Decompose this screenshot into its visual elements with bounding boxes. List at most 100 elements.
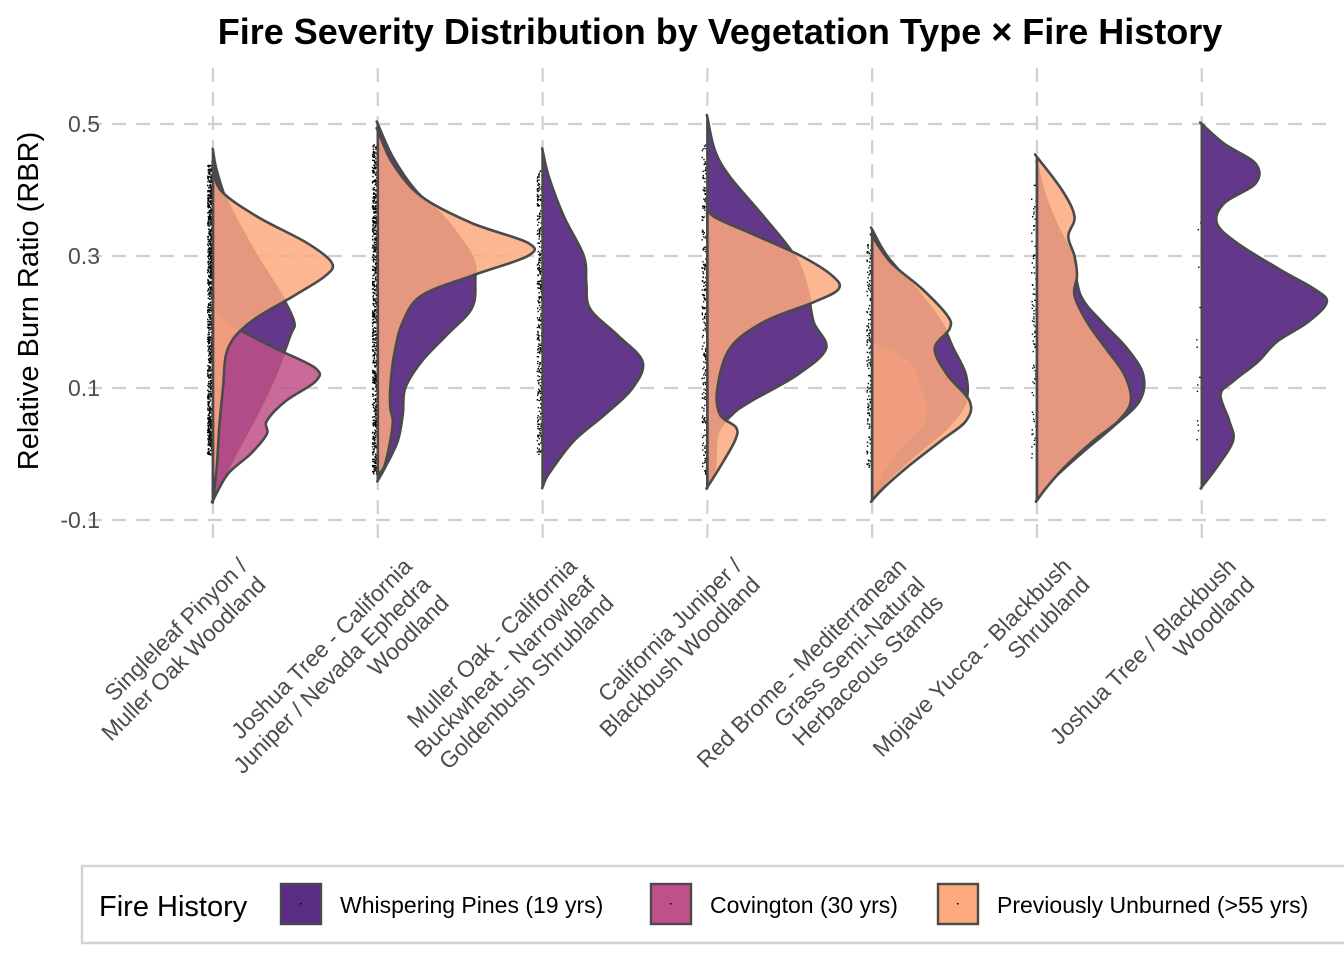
raw-point: [210, 339, 212, 341]
raw-point: [209, 384, 212, 386]
raw-point: [208, 340, 211, 343]
raw-point: [536, 417, 539, 419]
raw-point: [374, 459, 377, 462]
raw-point: [539, 308, 541, 311]
raw-point: [374, 382, 376, 385]
raw-point: [209, 272, 211, 274]
raw-point: [373, 410, 375, 412]
raw-point: [373, 473, 375, 475]
raw-point: [373, 326, 376, 329]
raw-point: [374, 262, 377, 265]
raw-point: [703, 205, 705, 207]
raw-point: [373, 421, 375, 424]
raw-point: [207, 434, 209, 437]
raw-point: [210, 250, 212, 253]
raw-point: [537, 175, 539, 178]
raw-point: [373, 320, 375, 323]
raw-point: [536, 195, 539, 197]
raw-point: [538, 334, 540, 337]
raw-point: [866, 259, 868, 262]
raw-point: [373, 283, 375, 285]
raw-point: [210, 447, 213, 449]
raw-point: [375, 364, 377, 367]
raw-point: [538, 246, 541, 248]
raw-point: [869, 391, 871, 393]
raw-point: [372, 314, 374, 316]
raw-point: [372, 153, 374, 156]
raw-point: [207, 418, 209, 420]
raw-point: [702, 216, 704, 219]
raw-point: [208, 365, 210, 367]
raw-point: [372, 470, 374, 473]
raw-point: [372, 424, 374, 426]
raw-point: [869, 329, 871, 331]
raw-point: [373, 289, 376, 291]
raw-point: [374, 435, 377, 437]
raw-point: [209, 411, 212, 414]
raw-point: [704, 362, 707, 364]
raw-point: [704, 190, 706, 192]
raw-point: [207, 203, 209, 205]
raw-point: [208, 247, 210, 250]
raw-point: [372, 359, 375, 362]
raw-point: [866, 398, 869, 401]
raw-point: [210, 344, 213, 346]
raw-point: [207, 409, 209, 411]
raw-point: [208, 284, 210, 287]
raw-point: [703, 190, 705, 192]
raw-point: [210, 449, 213, 452]
raw-point: [375, 211, 377, 214]
raw-point: [372, 227, 374, 229]
raw-point: [207, 198, 210, 201]
raw-point: [868, 261, 871, 263]
raw-point: [375, 285, 377, 287]
raw-point: [208, 345, 211, 348]
raw-point: [374, 339, 377, 341]
raw-point: [374, 312, 376, 315]
y-tick-label: 0.3: [68, 243, 100, 269]
raw-point: [372, 148, 375, 150]
raw-point: [537, 345, 539, 347]
raw-point: [868, 436, 870, 438]
raw-point: [540, 227, 542, 229]
raw-point: [704, 315, 706, 318]
raw-point: [207, 318, 209, 321]
raw-point: [866, 294, 869, 297]
raw-point: [868, 304, 871, 307]
raw-point: [374, 353, 376, 356]
raw-point: [701, 420, 704, 423]
raw-point: [210, 442, 212, 444]
raw-point: [866, 252, 869, 254]
raw-point: [372, 239, 374, 241]
raw-point: [371, 325, 374, 327]
raw-point: [704, 327, 706, 330]
raw-point: [207, 205, 209, 207]
raw-point: [210, 264, 213, 266]
raw-point: [210, 229, 212, 231]
raw-point: [539, 403, 542, 405]
raw-point: [537, 203, 540, 206]
raw-point: [704, 429, 706, 431]
raw-point: [702, 174, 705, 177]
raw-point: [209, 233, 212, 235]
raw-point: [539, 270, 542, 273]
raw-point: [703, 342, 705, 344]
raw-point: [210, 251, 212, 254]
raw-point: [208, 286, 211, 289]
raw-point: [373, 291, 375, 294]
raw-point: [373, 360, 375, 362]
raw-point: [701, 239, 703, 241]
raw-point: [208, 258, 211, 261]
raw-point: [209, 386, 211, 389]
raw-point: [210, 230, 213, 232]
raw-point: [539, 327, 541, 329]
raw-point: [209, 263, 211, 265]
raw-point: [540, 423, 542, 425]
raw-point: [704, 355, 706, 358]
raw-point: [373, 402, 376, 404]
raw-point: [537, 348, 539, 350]
raw-point: [207, 196, 210, 198]
raw-point: [372, 202, 375, 204]
raw-point: [375, 181, 377, 183]
raw-point: [375, 337, 377, 340]
